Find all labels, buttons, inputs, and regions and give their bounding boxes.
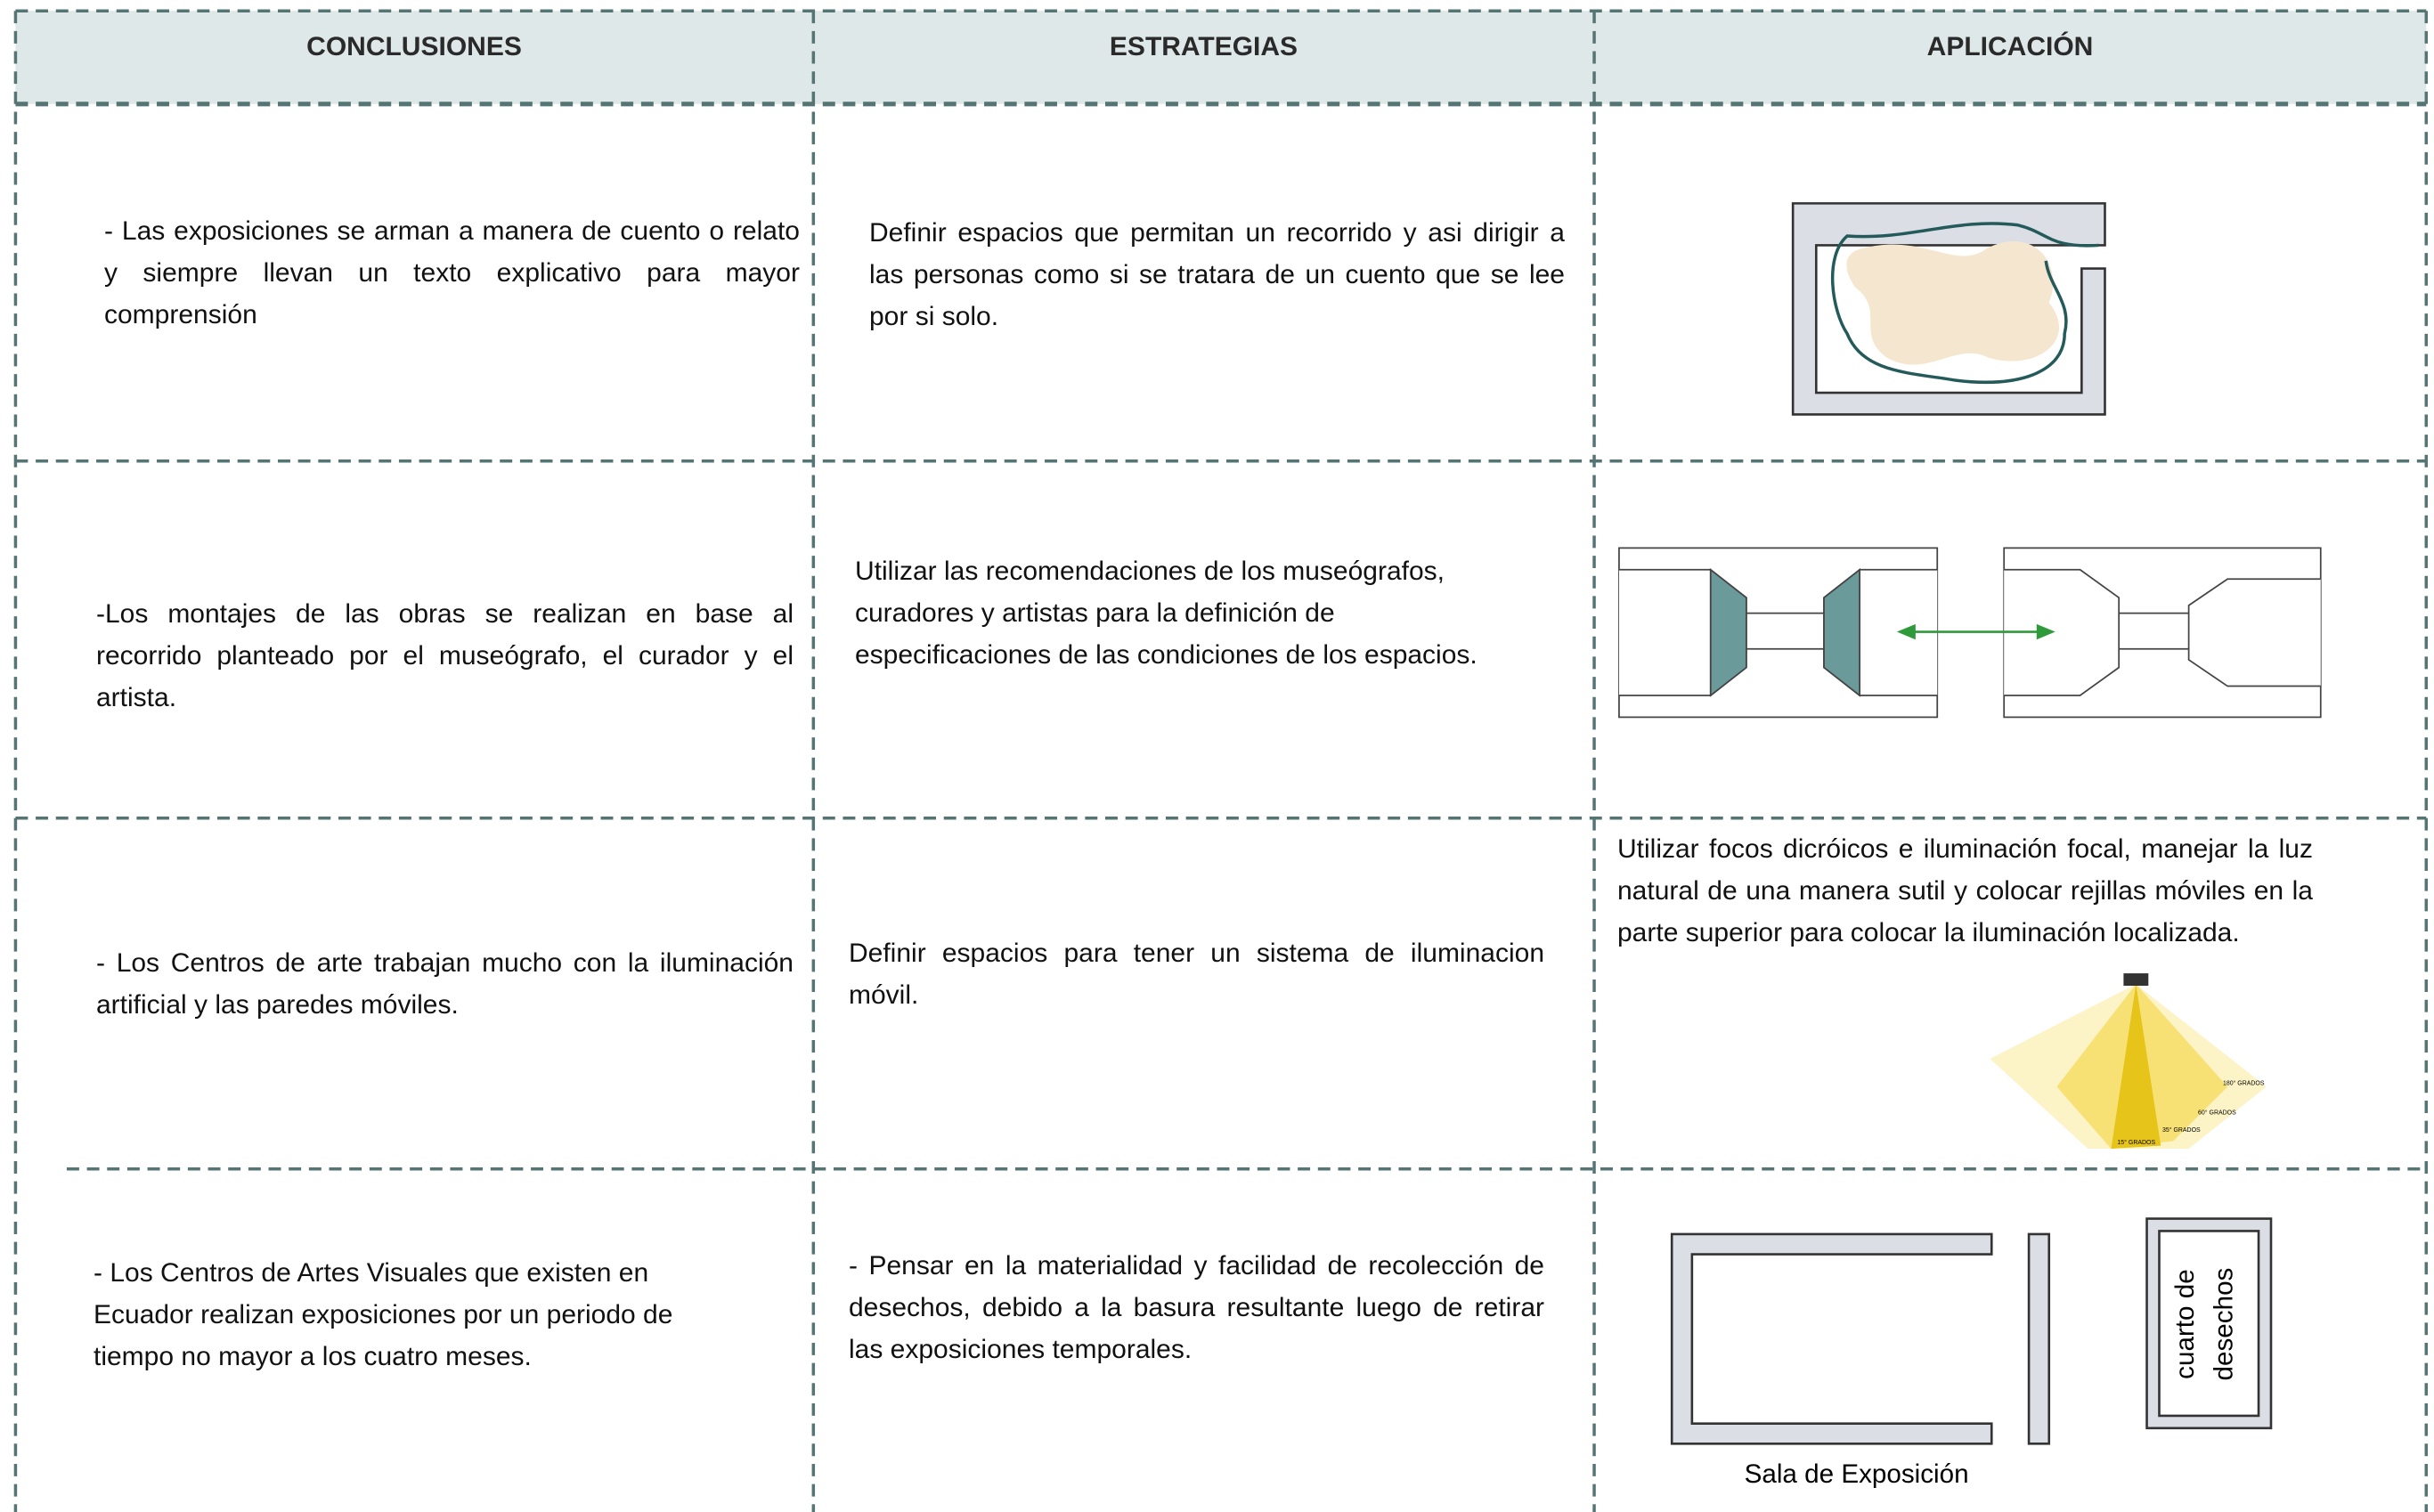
route-diagram [1791,202,2106,416]
grid-lines [13,9,2429,1512]
strategy-text: Utilizar las recomendaciones de los muse… [855,557,1477,670]
angle-label: 180° GRADOS [2223,1080,2265,1087]
header-cell: ESTRATEGIAS [1109,32,1298,61]
conclusion-text: - Los Centros de arte trabajan mucho con… [96,948,794,1020]
strategy-text: - Pensar en la materialidad y facilidad … [849,1251,1544,1364]
conclusion-text: - Los Centros de Artes Visuales que exis… [94,1258,673,1371]
conclusion-text: -Los montajes de las obras se realizan e… [96,599,794,712]
montage-diagram [1618,547,2322,719]
header-cell: CONCLUSIONES [306,32,522,61]
header-bg [15,11,2427,104]
strategy-text: Definir espacios para tener un sistema d… [849,939,1544,1010]
angle-label: 15° GRADOS [2117,1139,2155,1146]
header-cell: APLICACIÓN [1926,32,2094,61]
angle-label: 35° GRADOS [2162,1126,2201,1134]
rooms-diagram: cuarto de desechos Sala de Exposición [1670,1217,2273,1489]
angle-label: 60° GRADOS [2198,1110,2236,1117]
room-label: cuarto de [2170,1269,2200,1379]
application-text: Utilizar focos dicróicos e iluminación f… [1617,834,2313,947]
strategy-text: Definir espacios que permitan un recorri… [869,218,1565,331]
lighting-diagram: 180° GRADOS 60° GRADOS 35° GRADOS 15° GR… [1990,973,2267,1150]
room-label: Sala de Exposición [1745,1459,1969,1489]
conclusion-text: - Las exposiciones se arman a manera de … [104,216,800,329]
room-label: desechos [2209,1268,2238,1381]
